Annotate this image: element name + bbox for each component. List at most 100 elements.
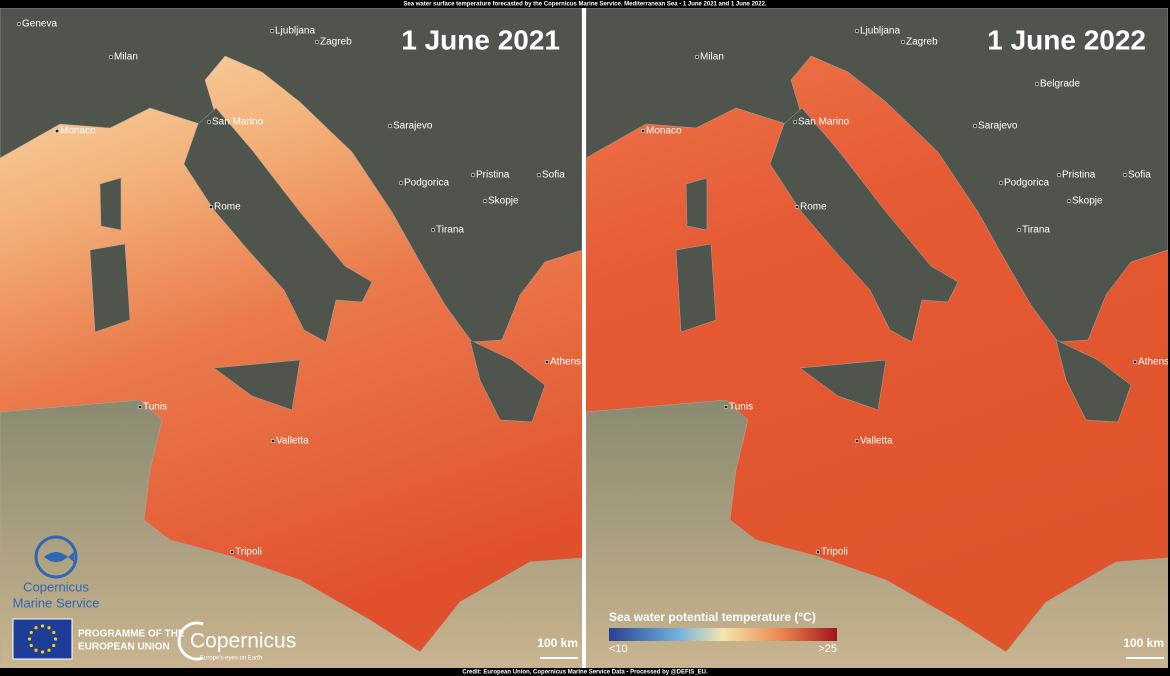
city-dot — [1056, 172, 1062, 178]
city-dot — [270, 438, 276, 444]
eu-text: EUROPEAN UNION — [78, 642, 170, 653]
eu-star — [47, 626, 51, 630]
logo-fish — [44, 552, 74, 562]
city-label: Pristina — [476, 170, 510, 181]
eu-star — [53, 637, 58, 641]
city-dot — [470, 172, 476, 178]
eu-star — [34, 648, 38, 652]
eu-star — [29, 643, 33, 648]
city-dot — [972, 123, 978, 129]
city-label: Skopje — [488, 196, 519, 207]
city-label: Rome — [800, 202, 827, 213]
city-label: Zagreb — [320, 37, 352, 48]
city-label: Zagreb — [906, 37, 938, 48]
city-label: Valletta — [276, 436, 309, 447]
copernicus-arc — [177, 621, 204, 661]
credit: Credit: European Union, Copernicus Marin… — [462, 670, 708, 676]
land — [0, 8, 582, 343]
city-label: Valletta — [860, 436, 893, 447]
city-dot — [1034, 81, 1040, 87]
city-label: Sofia — [1128, 170, 1151, 181]
city-dot — [900, 39, 906, 45]
panel-title: 1 June 2021 — [401, 24, 560, 55]
city-label: Geneva — [22, 19, 57, 30]
eu-star — [40, 624, 45, 628]
city-dot — [815, 549, 821, 555]
city-label: Tripoli — [235, 547, 262, 558]
eu-star — [40, 650, 45, 654]
city-label: San Marino — [212, 117, 264, 128]
city-dot — [430, 227, 436, 233]
city-dot — [314, 39, 320, 45]
city-label: Podgorica — [1004, 178, 1049, 189]
city-label: Belgrade — [1040, 79, 1080, 90]
legend-title: Sea water potential temperature (°C) — [609, 610, 816, 624]
city-dot — [206, 119, 212, 125]
city-dot — [792, 119, 798, 125]
city-dot — [1132, 359, 1138, 365]
city-dot — [208, 204, 214, 210]
eu-star — [29, 630, 33, 635]
legend-min: <10 — [609, 643, 628, 655]
city-label: Athens — [550, 357, 581, 368]
land — [89, 243, 131, 333]
city-label: Sarajevo — [978, 121, 1018, 132]
city-dot — [229, 549, 235, 555]
city-dot — [398, 180, 404, 186]
city-label: Tunis — [729, 402, 753, 413]
eu-logo: PROGRAMME OF THE EUROPEAN UNION Copernic… — [12, 618, 296, 662]
city-label: Sarajevo — [393, 121, 433, 132]
land — [183, 107, 373, 343]
city-dot — [998, 180, 1004, 186]
divider — [582, 8, 586, 668]
land — [1055, 339, 1132, 423]
city-label: Monaco — [646, 126, 682, 137]
copernicus-text: Copernicus — [190, 630, 296, 653]
city-dot — [54, 128, 60, 134]
city-label: Athens — [1138, 357, 1169, 368]
eu-text: PROGRAMME OF THE — [78, 629, 185, 640]
city-dot — [854, 28, 860, 34]
eu-star — [34, 626, 38, 630]
city-label: Pristina — [1062, 170, 1096, 181]
land — [586, 399, 1168, 668]
land — [675, 243, 717, 333]
land — [586, 8, 1168, 343]
eu-star — [27, 637, 32, 641]
city-label: Sofia — [542, 170, 565, 181]
scale-label: 100 km — [1123, 636, 1164, 650]
city-dot — [544, 359, 550, 365]
city-dot — [482, 198, 488, 204]
city-dot — [1066, 198, 1072, 204]
land — [769, 107, 959, 343]
logo-ring — [34, 535, 78, 579]
land — [469, 339, 546, 423]
city-dot — [387, 123, 393, 129]
legend-max: >25 — [818, 643, 837, 655]
scale-label: 100 km — [537, 636, 578, 650]
city-label: Ljubljana — [860, 26, 900, 37]
city-label: Rome — [214, 202, 241, 213]
land — [0, 399, 582, 668]
copernicus-tagline: Europe's eyes on Earth — [200, 656, 262, 662]
city-label: Tirana — [1022, 225, 1050, 236]
land — [213, 359, 301, 411]
eu-star — [52, 630, 56, 635]
city-label: Tunis — [143, 402, 167, 413]
city-dot — [723, 404, 729, 410]
panel: Geneva Milan Ljubljana Zagreb Monaco San Mari… — [0, 8, 582, 668]
city-dot — [536, 172, 542, 178]
panel-map: Milan Ljubljana Zagreb Belgrade Monaco San Ma… — [586, 8, 1169, 668]
city-label: Skopje — [1072, 196, 1103, 207]
logo-text: Copernicus — [23, 579, 89, 594]
city-label: Tripoli — [821, 547, 848, 558]
city-dot — [1122, 172, 1128, 178]
logo-text: Marine Service — [13, 595, 100, 610]
panel-title: 1 June 2022 — [987, 24, 1146, 55]
city-dot — [137, 404, 143, 410]
land — [799, 359, 887, 411]
city-label: Ljubljana — [275, 26, 315, 37]
city-label: Milan — [700, 52, 724, 63]
legend: Sea water potential temperature (°C) <10… — [609, 610, 837, 655]
